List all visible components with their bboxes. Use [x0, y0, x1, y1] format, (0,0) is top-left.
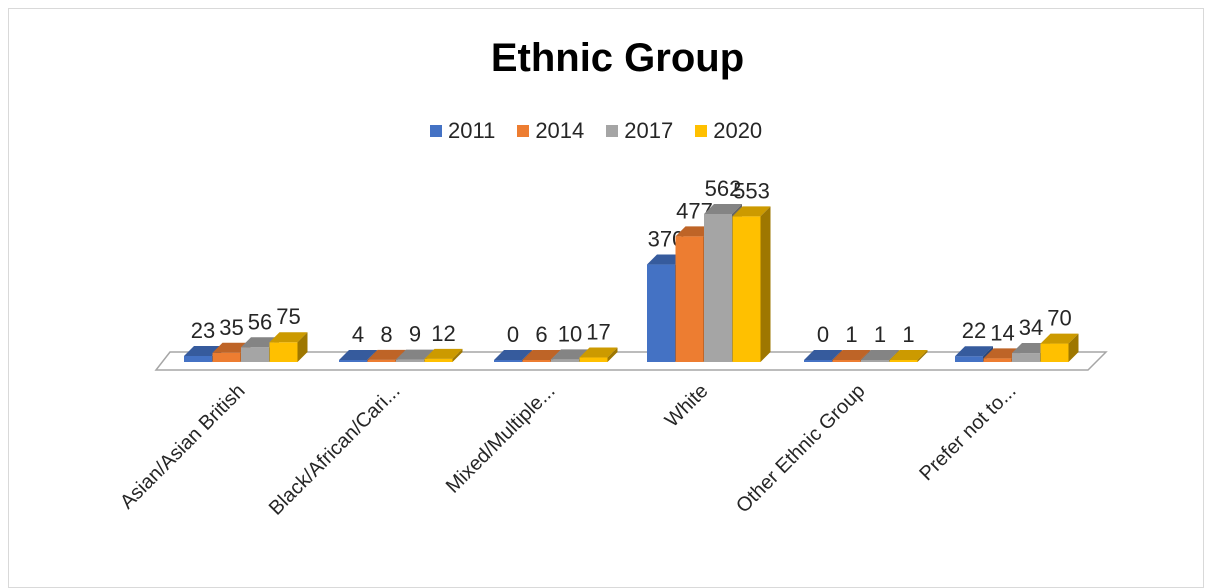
bar-top: [804, 350, 842, 360]
data-label: 75: [276, 304, 300, 329]
data-label: 1: [874, 322, 886, 347]
legend: 2011 2014 2017 2020: [430, 118, 762, 144]
legend-item-2017: 2017: [606, 118, 673, 144]
legend-item-2020: 2020: [695, 118, 762, 144]
category-label: Other Ethnic Group: [732, 380, 869, 517]
bar-front: [269, 342, 298, 362]
category-label: Asian/Asian British: [116, 380, 249, 513]
bar-front: [212, 352, 241, 362]
data-label: 12: [431, 321, 455, 346]
data-label: 14: [990, 320, 1014, 345]
bar-top: [579, 347, 618, 358]
chart-svg: 23 35 56 75 Asian/Asian British 4 8 9 12 Black/Af…: [116, 176, 1108, 520]
data-label: 562: [705, 176, 742, 201]
bar-front: [1040, 343, 1069, 362]
bar-front: [522, 360, 551, 362]
bar-front: [367, 359, 396, 362]
data-label: 10: [558, 321, 582, 346]
bar-2020-2: [579, 347, 618, 362]
bar-front: [339, 360, 367, 362]
legend-label: 2020: [713, 118, 763, 143]
bar-front: [1012, 353, 1040, 362]
data-label: 6: [535, 322, 547, 347]
data-label: 553: [733, 178, 770, 203]
legend-label: 2011: [448, 118, 496, 143]
legend-swatch: [695, 125, 708, 137]
data-label: 70: [1047, 306, 1071, 331]
bar-front: [732, 216, 761, 362]
bar-front: [955, 356, 983, 362]
data-label: 0: [817, 322, 829, 347]
bar-top: [861, 350, 899, 360]
bar-front: [396, 359, 424, 362]
data-label: 4: [352, 322, 364, 347]
data-label: 35: [219, 315, 243, 340]
legend-label: 2017: [624, 118, 674, 143]
bar-top: [704, 204, 742, 214]
bar-front: [241, 347, 269, 362]
bar-front: [889, 360, 918, 362]
bar-top: [396, 349, 434, 360]
chart-title: Ethnic Group: [490, 36, 745, 80]
bar-front: [675, 236, 704, 362]
category-label: Prefer not to...: [915, 380, 1020, 485]
bar-front: [424, 358, 453, 362]
bar-top: [732, 206, 771, 217]
bar-side: [760, 206, 771, 362]
bar-front: [647, 264, 675, 362]
legend-item-2011: 2011: [430, 118, 495, 144]
bar-front: [551, 359, 579, 362]
data-label: 9: [409, 322, 421, 347]
category-label: Mixed/Multiple...: [442, 380, 560, 498]
data-label: 0: [507, 322, 519, 347]
legend-item-2014: 2014: [517, 118, 584, 144]
bar-front: [832, 360, 861, 362]
bar-side: [297, 332, 308, 362]
bar-side: [452, 348, 463, 362]
bar-top: [424, 348, 463, 359]
bar-2020-0: [269, 332, 308, 362]
chart-root: Ethnic Group 2011 2014 2017 2020 23 35 56 75 As…: [8, 8, 1204, 588]
bar-2020-1: [424, 348, 463, 362]
category-label: Black/African/Cari...: [265, 380, 405, 520]
data-label: 1: [845, 322, 857, 347]
data-label: 1: [902, 322, 914, 347]
bar-2020-5: [1040, 333, 1079, 362]
bar-top: [522, 350, 561, 360]
bar-top: [367, 349, 406, 360]
bar-top: [551, 349, 589, 360]
legend-swatch: [606, 125, 619, 137]
bar-side: [917, 350, 928, 362]
bar-top: [955, 346, 993, 357]
bar-side: [607, 347, 618, 362]
data-label: 17: [586, 320, 610, 345]
bar-top: [339, 350, 377, 360]
bar-front: [861, 360, 889, 362]
bar-top: [889, 350, 928, 360]
bar-side: [1068, 333, 1079, 362]
legend-swatch: [430, 125, 442, 137]
bar-front: [494, 360, 522, 362]
bar-top: [832, 350, 871, 360]
data-label: 23: [191, 318, 215, 343]
category-label: White: [661, 380, 713, 432]
bar-front: [983, 358, 1012, 362]
bar-front: [704, 214, 732, 362]
bar-front: [804, 360, 832, 362]
data-label: 56: [248, 309, 272, 334]
bar-front: [184, 355, 212, 362]
bar-front: [579, 357, 608, 362]
data-label: 8: [380, 322, 392, 347]
legend-swatch: [517, 125, 530, 137]
bar-2020-3: [732, 206, 771, 362]
data-label: 34: [1019, 315, 1043, 340]
bar-top: [269, 332, 308, 343]
legend-label: 2014: [535, 118, 585, 143]
data-label: 22: [962, 318, 986, 343]
bar-2020-4: [889, 350, 928, 362]
bar-top: [1040, 333, 1079, 344]
bar-top: [494, 350, 532, 360]
